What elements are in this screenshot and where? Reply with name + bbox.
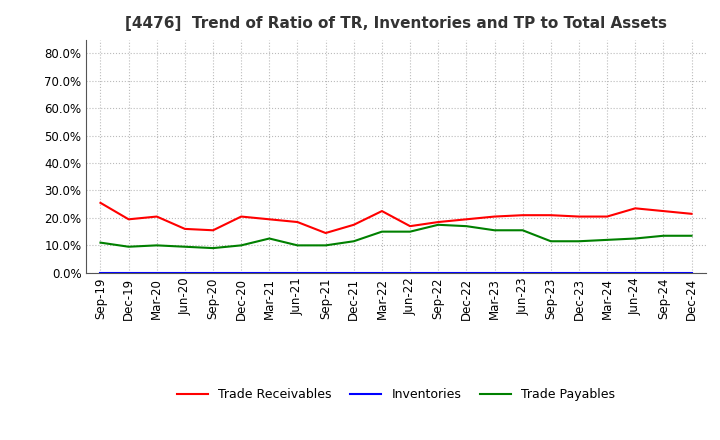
Trade Receivables <box>659 209 667 214</box>
Inventories <box>237 270 246 275</box>
Inventories <box>434 270 443 275</box>
Trade Receivables <box>603 214 611 219</box>
Inventories <box>125 270 133 275</box>
Trade Payables <box>490 227 499 233</box>
Line: Trade Payables: Trade Payables <box>101 225 691 248</box>
Trade Payables <box>406 229 415 234</box>
Trade Receivables <box>462 216 471 222</box>
Inventories <box>575 270 583 275</box>
Trade Receivables <box>434 220 443 225</box>
Inventories <box>546 270 555 275</box>
Line: Trade Receivables: Trade Receivables <box>101 203 691 233</box>
Trade Receivables <box>96 200 105 205</box>
Trade Payables <box>377 229 386 234</box>
Trade Payables <box>181 244 189 249</box>
Trade Receivables <box>377 209 386 214</box>
Trade Payables <box>546 238 555 244</box>
Inventories <box>659 270 667 275</box>
Trade Payables <box>518 227 527 233</box>
Trade Receivables <box>153 214 161 219</box>
Inventories <box>377 270 386 275</box>
Trade Receivables <box>490 214 499 219</box>
Inventories <box>349 270 358 275</box>
Inventories <box>603 270 611 275</box>
Trade Receivables <box>293 220 302 225</box>
Trade Payables <box>153 243 161 248</box>
Trade Payables <box>321 243 330 248</box>
Trade Payables <box>237 243 246 248</box>
Trade Payables <box>434 222 443 227</box>
Trade Payables <box>96 240 105 245</box>
Trade Payables <box>265 236 274 241</box>
Trade Receivables <box>125 216 133 222</box>
Inventories <box>490 270 499 275</box>
Legend: Trade Receivables, Inventories, Trade Payables: Trade Receivables, Inventories, Trade Pa… <box>171 384 621 407</box>
Trade Receivables <box>546 213 555 218</box>
Inventories <box>518 270 527 275</box>
Inventories <box>181 270 189 275</box>
Trade Receivables <box>631 205 639 211</box>
Title: [4476]  Trend of Ratio of TR, Inventories and TP to Total Assets: [4476] Trend of Ratio of TR, Inventories… <box>125 16 667 32</box>
Trade Receivables <box>687 211 696 216</box>
Trade Payables <box>349 238 358 244</box>
Trade Payables <box>209 246 217 251</box>
Inventories <box>687 270 696 275</box>
Trade Payables <box>687 233 696 238</box>
Trade Payables <box>125 244 133 249</box>
Inventories <box>462 270 471 275</box>
Trade Receivables <box>518 213 527 218</box>
Trade Receivables <box>349 222 358 227</box>
Trade Payables <box>462 224 471 229</box>
Trade Payables <box>603 237 611 242</box>
Inventories <box>406 270 415 275</box>
Trade Payables <box>659 233 667 238</box>
Trade Payables <box>575 238 583 244</box>
Trade Receivables <box>321 231 330 236</box>
Trade Receivables <box>237 214 246 219</box>
Trade Receivables <box>406 224 415 229</box>
Trade Receivables <box>265 216 274 222</box>
Inventories <box>293 270 302 275</box>
Trade Payables <box>631 236 639 241</box>
Inventories <box>321 270 330 275</box>
Trade Receivables <box>209 227 217 233</box>
Trade Receivables <box>575 214 583 219</box>
Trade Payables <box>293 243 302 248</box>
Inventories <box>153 270 161 275</box>
Inventories <box>96 270 105 275</box>
Inventories <box>209 270 217 275</box>
Trade Receivables <box>181 226 189 231</box>
Inventories <box>631 270 639 275</box>
Inventories <box>265 270 274 275</box>
